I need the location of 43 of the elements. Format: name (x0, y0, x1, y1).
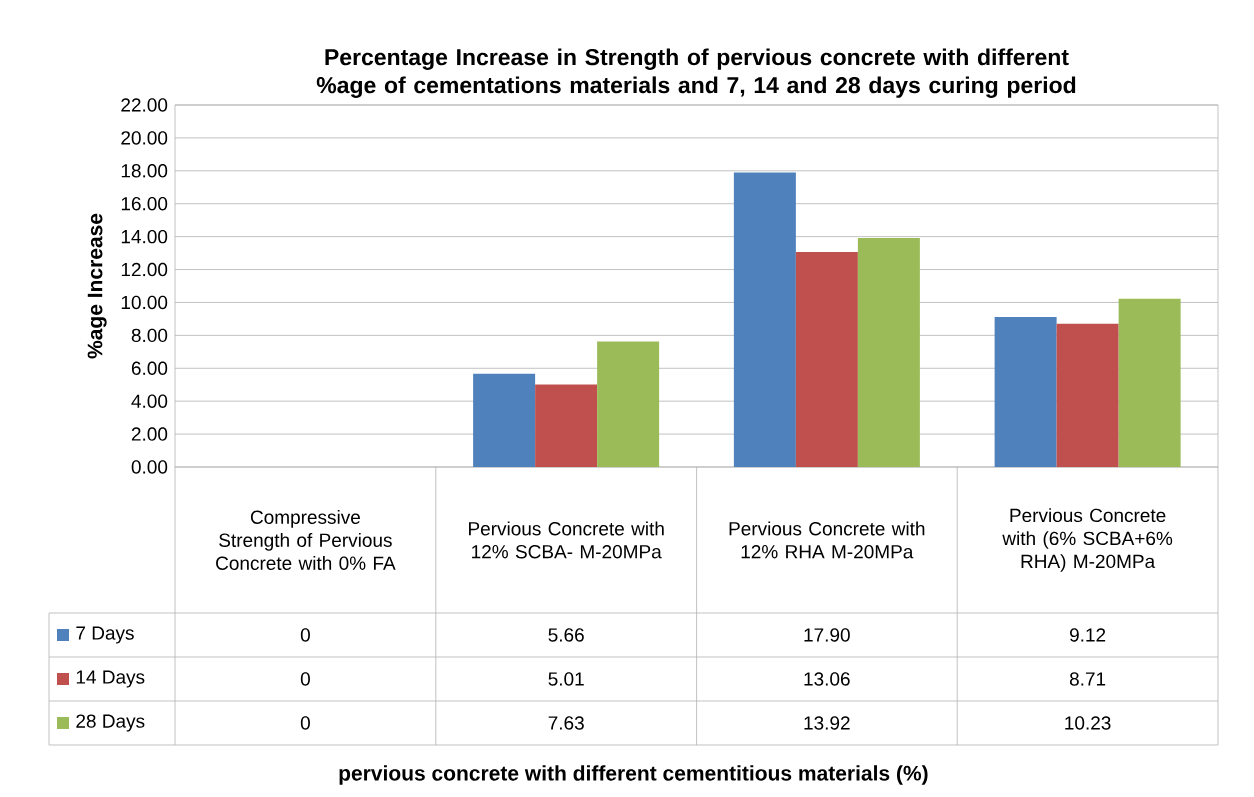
bar (857, 237, 920, 467)
data-label: 5.01 (548, 672, 584, 686)
y-tick-label: 22.00 (121, 98, 168, 112)
data-label: 17.90 (804, 628, 850, 642)
bar (473, 373, 536, 467)
data-label: 7.63 (548, 716, 584, 730)
bar (535, 384, 598, 467)
bar (1118, 298, 1181, 467)
y-tick-label: 20.00 (121, 131, 168, 145)
x-tick-label: Pervious Concrete with 12% RHA M-20MPa (729, 521, 925, 559)
bar (994, 316, 1057, 467)
legend-label: 14 Days (76, 670, 145, 688)
data-label: 8.71 (1069, 672, 1106, 686)
data-label: 0 (300, 628, 310, 642)
data-label: 0 (300, 672, 310, 686)
text: pervious concrete with different cementitious materials (%) (339, 765, 928, 785)
bar (733, 172, 796, 467)
y-tick-label: 2.00 (131, 427, 168, 441)
y-tick-label: 18.00 (121, 164, 168, 178)
y-tick-label: 12.00 (121, 262, 168, 277)
y-tick-label: 0.00 (131, 460, 168, 474)
bar (597, 341, 660, 467)
x-tick-label: Pervious Concrete with (6% SCBA+6% RHA) M-20MPa (1002, 508, 1173, 572)
data-label: 10.23 (1065, 716, 1111, 730)
data-label: 13.06 (804, 672, 850, 686)
data-label: 0 (300, 716, 310, 730)
y-tick-label: 10.00 (121, 295, 168, 310)
bar (1056, 323, 1119, 467)
legend-label: 28 Days (76, 714, 145, 732)
data-label: 9.12 (1069, 628, 1106, 642)
legend-label: 7 Days (76, 626, 134, 644)
data-label: 5.66 (548, 628, 584, 642)
y-tick-label: 4.00 (131, 394, 168, 408)
x-tick-label: Pervious Concrete with 12% SCBA- M-20MPa (469, 521, 664, 559)
y-tick-label: 16.00 (121, 196, 168, 211)
chart-title: Percentage Increase in Strength of pervious concrete with different %age of cementations materials and 7, 14 and 28 days curing period (316, 48, 1076, 98)
y-axis-title: %age Increase (87, 213, 107, 359)
bar (795, 252, 858, 467)
y-tick-label: 6.00 (131, 361, 168, 375)
data-label: 13.92 (804, 716, 850, 730)
y-tick-label: 8.00 (131, 328, 168, 343)
x-tick-label: Compressive Strength of Pervious Concrete with 0% FA (216, 510, 396, 570)
y-tick-label: 14.00 (121, 229, 168, 244)
